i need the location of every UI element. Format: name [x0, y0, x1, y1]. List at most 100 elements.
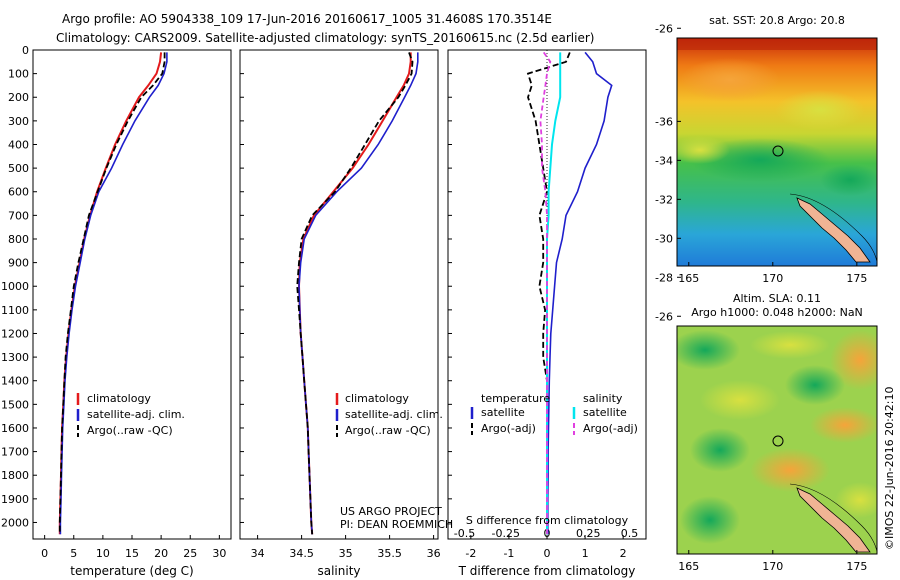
depth-tick-label: 1100	[1, 304, 29, 317]
salinity-panel-frame	[239, 49, 439, 540]
map-lat-label: -30	[655, 232, 673, 245]
depth-tick-label: 600	[8, 186, 29, 199]
s-tick-label: -0.5	[454, 527, 475, 540]
x-tick-label: 36	[427, 547, 441, 560]
map-lon-label: 175	[846, 272, 867, 285]
salinity-x-label: salinity	[317, 564, 360, 578]
map-lat-label: -32	[655, 193, 673, 206]
map-lat-label: -26	[655, 22, 673, 35]
difference-x-axis: -2 -1 0 1 2	[465, 535, 627, 560]
s-tick-label: 0.5	[621, 527, 639, 540]
depth-tick-label: 800	[8, 233, 29, 246]
depth-axis: 0 100 200 300 400 500 600 700 800 900 1000 1100 1200…	[1, 44, 452, 529]
sst-map-axes: -26 -28 -30 -32 -34 -36 165 170 175	[655, 22, 867, 285]
x-tick-label: -2	[465, 547, 476, 560]
temperature-x-label: temperature (deg C)	[70, 564, 193, 578]
x-tick-label: 5	[70, 547, 77, 560]
temperature-legend-argo: Argo(..raw -QC)	[87, 424, 173, 437]
salinity-legend-satellite: satellite-adj. clim.	[345, 408, 443, 421]
map-lat-label: -34	[655, 154, 673, 167]
depth-tick-label: 200	[8, 91, 29, 104]
series-line-3	[296, 52, 414, 535]
temperature-x-axis: 0 5 10 15 20 25 30	[41, 535, 226, 560]
pi-annotation: PI: DEAN ROEMMICH	[340, 518, 453, 531]
sst-map-title: sat. SST: 20.8 Argo: 20.8	[709, 14, 845, 27]
legend-salinity-argo: Argo(-adj)	[583, 422, 638, 435]
map-lon-label: 170	[762, 560, 783, 573]
x-tick-label: 0	[544, 547, 551, 560]
x-tick-label: -1	[503, 547, 514, 560]
map-lat-label: -36	[655, 115, 673, 128]
salinity-legend: climatology satellite-adj. clim. Argo(..…	[335, 392, 443, 437]
s-tick-label: -0.25	[492, 527, 520, 540]
x-tick-label: 30	[212, 547, 226, 560]
x-tick-label: 34.5	[289, 547, 314, 560]
sla-map-frame	[676, 325, 878, 555]
depth-tick-label: 1800	[1, 469, 29, 482]
depth-tick-label: 400	[8, 138, 29, 151]
temperature-legend: climatology satellite-adj. clim. Argo(..…	[76, 392, 185, 437]
copyright-label: ©IMOS 22-Jun-2016 20:42:10	[883, 386, 896, 550]
legend-salinity-satellite: satellite	[583, 406, 627, 419]
s-tick-label: 0.25	[576, 527, 601, 540]
x-tick-label: 35	[339, 547, 353, 560]
depth-tick-label: 100	[8, 68, 29, 81]
series-line-2	[59, 52, 168, 535]
x-tick-label: 1	[582, 547, 589, 560]
sst-map	[677, 38, 877, 266]
series-line-3	[58, 52, 166, 535]
argo-position-marker-sla	[772, 435, 784, 447]
sla-map-axes: -26 -28 -30 -32 -34 -36 165 170 175	[655, 115, 867, 573]
x-tick-label: 35.5	[377, 547, 402, 560]
temperature-legend-satellite: satellite-adj. clim.	[87, 408, 185, 421]
depth-tick-label: 1200	[1, 327, 29, 340]
salinity-x-axis: 34 34.5 35 35.5 36	[251, 535, 441, 560]
salinity-legend-climatology: climatology	[345, 392, 409, 405]
map-lon-label: 175	[846, 560, 867, 573]
depth-tick-label: 1500	[1, 398, 29, 411]
depth-tick-label: 1400	[1, 375, 29, 388]
x-tick-label: 0	[41, 547, 48, 560]
legend-temperature-argo: Argo(-adj)	[481, 422, 536, 435]
x-tick-label: 25	[183, 547, 197, 560]
figure-title: Argo profile: AO 5904338_109 17-Jun-2016…	[62, 12, 552, 26]
depth-tick-label: 900	[8, 257, 29, 270]
map-lon-label: 165	[678, 272, 699, 285]
series-line-1	[546, 51, 613, 535]
temperature-series	[58, 52, 168, 535]
depth-tick-label: 700	[8, 209, 29, 222]
series-line-1	[297, 52, 412, 535]
series-line-2	[298, 52, 419, 535]
salinity-series	[296, 52, 419, 535]
temperature-legend-climatology: climatology	[87, 392, 151, 405]
depth-tick-label: 500	[8, 162, 29, 175]
depth-tick-label: 1600	[1, 422, 29, 435]
temperature-panel-frame	[32, 49, 232, 540]
x-tick-label: 15	[125, 547, 139, 560]
legend-temperature-satellite: satellite	[481, 406, 525, 419]
project-annotation: US ARGO PROJECT	[340, 505, 442, 518]
depth-tick-label: 2000	[1, 516, 29, 529]
x-tick-label: 2	[620, 547, 627, 560]
s-difference-axis: -0.5 -0.25 0 0.25 0.5	[454, 527, 638, 540]
sla-map-subtitle: Argo h1000: 0.048 h2000: NaN	[691, 306, 863, 319]
t-difference-label: T difference from climatology	[458, 564, 636, 578]
difference-series	[526, 51, 613, 535]
series-line-2	[526, 52, 571, 535]
depth-tick-label: 1000	[1, 280, 29, 293]
legend-header-salinity: salinity	[583, 392, 623, 405]
figure-subtitle: Climatology: CARS2009. Satellite-adjuste…	[56, 31, 594, 45]
depth-tick-label: 1700	[1, 446, 29, 459]
map-lon-label: 165	[678, 560, 699, 573]
argo-position-marker	[772, 145, 784, 157]
depth-tick-label: 1300	[1, 351, 29, 364]
x-tick-label: 20	[154, 547, 168, 560]
x-tick-label: 34	[251, 547, 265, 560]
map-lon-label: 170	[762, 272, 783, 285]
map-lat-label: -26	[655, 310, 673, 323]
sst-map-frame	[676, 37, 878, 267]
depth-tick-label: 0	[22, 44, 29, 57]
s-difference-label: S difference from climatology	[466, 514, 629, 527]
salinity-legend-argo: Argo(..raw -QC)	[345, 424, 431, 437]
